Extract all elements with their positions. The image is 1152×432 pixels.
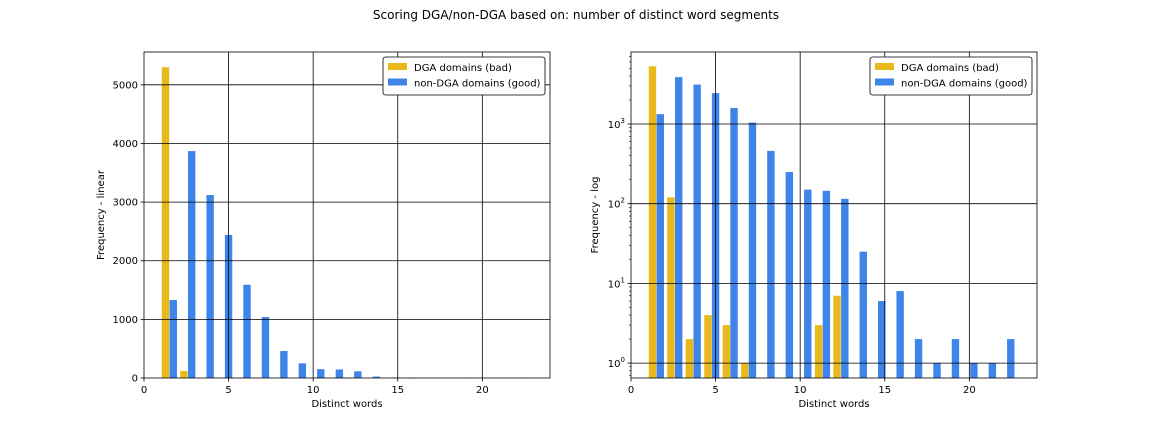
bar-dga <box>814 325 823 378</box>
x-tick-label: 20 <box>476 385 489 396</box>
y-tick-label: 5000 <box>113 80 138 91</box>
legend-box <box>869 56 1033 96</box>
bar-nondga <box>693 84 701 378</box>
x-axis-label: Distinct words <box>798 399 869 410</box>
x-tick-label: 5 <box>712 385 718 396</box>
bar-nondga <box>169 300 177 378</box>
bar-nondga <box>188 151 196 378</box>
y-tick-label: 0 <box>132 374 138 385</box>
legend-box <box>382 56 546 96</box>
bar-nondga <box>970 363 978 378</box>
x-tick-label: 10 <box>794 385 807 396</box>
legend-label-nondga: non-DGA domains (good) <box>414 79 541 90</box>
y-tick-label: 1000 <box>113 315 138 326</box>
figure-title: Scoring DGA/non-DGA based on: number of … <box>372 8 780 22</box>
log-chart: 0 5 10 15 20 100 101 102 103 Distinct words Freque… <box>590 51 1038 410</box>
bar-nondga <box>767 150 775 378</box>
bar-nondga <box>675 77 683 378</box>
x-tick-label: 20 <box>963 385 976 396</box>
bar-nondga <box>243 284 251 378</box>
y-tick-label: 103 <box>608 117 625 131</box>
bar-dga <box>667 197 675 378</box>
y-axis-label: Frequency - log <box>590 177 601 254</box>
legend-label-dga: DGA domains (bad) <box>414 63 512 74</box>
axes-frame <box>143 51 551 379</box>
legend-swatch-dga <box>875 63 894 70</box>
legend-label-nondga: non-DGA domains (good) <box>901 79 1028 90</box>
bar-dga <box>722 325 731 378</box>
bar-nondga <box>335 369 344 378</box>
bar-nondga <box>261 317 270 378</box>
legend-label-dga: DGA domains (bad) <box>901 63 999 74</box>
bar-nondga <box>280 351 288 378</box>
legend-swatch-dga <box>388 63 407 70</box>
bar-nondga <box>914 339 923 378</box>
x-tick-label: 0 <box>141 385 147 396</box>
bar-nondga <box>785 171 794 378</box>
bar-nondga <box>804 189 812 378</box>
bar-dga <box>741 363 749 378</box>
y-tick-label: 2000 <box>113 256 138 267</box>
bar-dga <box>704 315 712 378</box>
bar-nondga <box>730 107 738 379</box>
bar-nondga <box>822 190 831 378</box>
y-tick-label: 101 <box>608 276 625 290</box>
y-tick-label: 100 <box>608 356 625 370</box>
legend-swatch-nondga <box>875 78 894 86</box>
x-tick-label: 10 <box>307 385 320 396</box>
bar-nondga <box>748 122 757 379</box>
bar-nondga <box>298 363 307 378</box>
y-axis-label: Frequency - linear <box>96 169 107 260</box>
bar-nondga <box>859 251 867 378</box>
y-tick-label: 4000 <box>113 139 138 150</box>
bar-nondga <box>206 195 214 378</box>
bar-nondga <box>896 291 904 378</box>
x-tick-label: 0 <box>628 385 634 396</box>
legend-swatch-nondga <box>388 78 407 86</box>
bar-nondga <box>933 363 941 378</box>
bar-dga <box>685 339 694 378</box>
x-tick-label: 15 <box>391 385 404 396</box>
bar-dga <box>648 66 657 378</box>
bar-nondga <box>951 339 960 378</box>
bar-nondga <box>656 114 664 379</box>
bar-nondga <box>988 363 997 378</box>
bar-dga <box>833 295 841 378</box>
bar-dga <box>161 67 170 379</box>
y-tick-label: 102 <box>608 197 625 211</box>
bar-nondga <box>841 198 849 378</box>
bar-nondga <box>372 376 380 378</box>
bar-nondga <box>878 301 886 378</box>
x-tick-label: 5 <box>225 385 231 396</box>
bar-nondga <box>317 369 325 378</box>
bar-nondga <box>1007 339 1015 378</box>
x-axis-label: Distinct words <box>311 399 382 410</box>
axes-frame <box>630 51 1038 379</box>
bar-nondga <box>354 371 362 378</box>
bar-dga <box>180 370 188 378</box>
linear-chart: 0 5 10 15 20 0 1000 2000 3000 4000 5000 Distinct wo… <box>96 51 551 410</box>
x-tick-label: 15 <box>878 385 891 396</box>
y-tick-label: 3000 <box>113 198 138 209</box>
